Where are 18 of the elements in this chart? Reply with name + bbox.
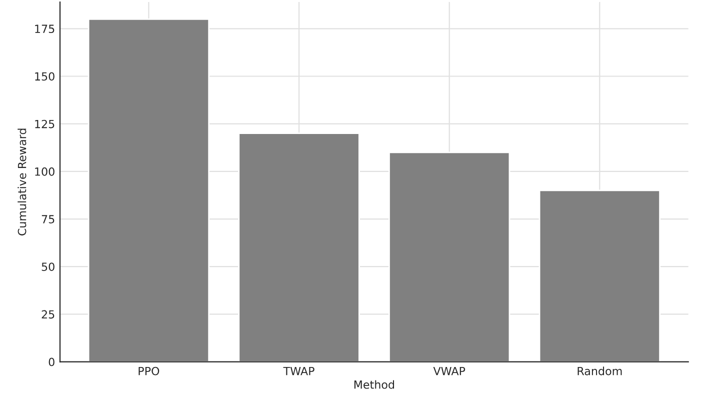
bar (88, 18, 210, 362)
x-tick-label: Random (578, 366, 622, 376)
y-tick-label: 125 (35, 120, 54, 128)
x-tick-label: VWAP (433, 367, 466, 376)
x-tick-label: PPO (138, 366, 160, 376)
x-axis-title: Method (354, 380, 394, 389)
y-tick-label: 175 (35, 24, 54, 34)
y-tick-label: 25 (42, 310, 54, 319)
y-tick-label: 50 (42, 262, 54, 271)
x-tick-label: TWAP (283, 367, 314, 376)
y-tick-label: 75 (42, 215, 54, 224)
bar (238, 132, 360, 362)
bar (388, 152, 510, 362)
y-tick-label: 150 (35, 72, 54, 81)
y-tick-label: 100 (35, 167, 54, 176)
y-tick-label: 0 (48, 358, 54, 366)
bar (538, 190, 660, 362)
y-axis-title: Cumulative Reward (18, 128, 26, 236)
